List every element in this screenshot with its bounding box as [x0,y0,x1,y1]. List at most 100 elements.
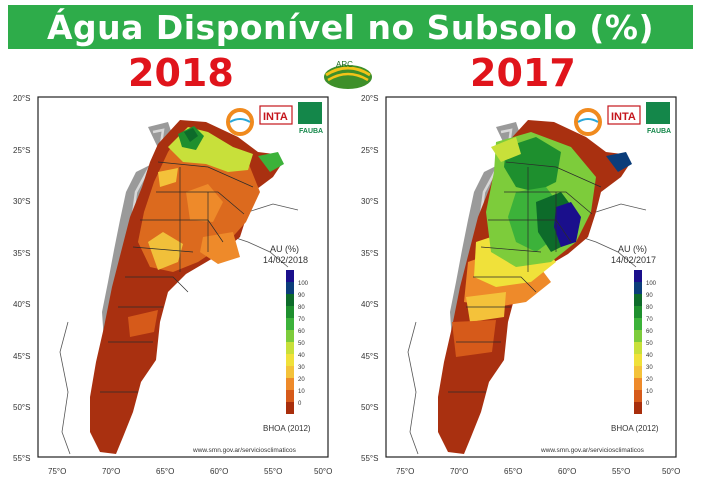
scale-swatch [286,330,294,342]
scale-swatch [286,378,294,390]
scale-tick-label: 90 [298,293,305,299]
source-label: BHOA (2012) [263,424,311,433]
year-label-2018: 2018 [128,51,234,95]
inta-logo-text: INTA [263,111,288,123]
scale-swatch [634,378,642,390]
legend: AU (%) 14/02/2017 1009080706050403020100… [540,244,659,454]
inta-logo-text: INTA [611,111,636,123]
scale-tick-label: 30 [298,365,305,371]
soil-water-map [90,120,284,454]
source-url: www.smn.gov.ar/serviciosclimaticos [192,447,297,454]
legend: AU (%) 14/02/2018 1009080706050403020100… [192,244,311,454]
scale-swatch [286,354,294,366]
fauba-logo [298,102,322,124]
lat-label: 50°S [13,403,30,412]
legend-title: AU (%) [270,244,299,254]
scale-swatch [634,390,642,402]
scale-tick-label: 30 [646,365,653,371]
scale-swatch [286,402,294,414]
scale-tick-label: 50 [298,341,305,347]
lat-label: 55°S [361,454,378,463]
lat-label: 30°S [13,197,30,206]
scale-swatch [634,330,642,342]
map-panel-2017: 20°S 25°S 30°S 35°S 40°S 45°S 50°S 55°S … [356,92,694,480]
lat-label: 20°S [361,94,378,103]
scale-swatch [634,366,642,378]
page-title: Água Disponível no Subsolo (%) [8,5,693,49]
inta-logo [607,105,641,125]
map-logos: INTA FAUBA [574,102,671,136]
lon-label: 70°O [102,467,120,476]
lat-label: 25°S [361,146,378,155]
latitude-labels: 20°S 25°S 30°S 35°S 40°S 45°S 50°S 55°S [361,94,378,463]
lon-label: 60°O [210,467,228,476]
lon-label: 50°O [662,467,680,476]
scale-swatch [286,282,294,294]
scale-tick-label: 100 [298,281,309,287]
scale-tick-label: 80 [646,305,653,311]
scale-tick-label: 0 [298,401,302,407]
scale-tick-label: 70 [646,317,653,323]
lat-label: 40°S [13,300,30,309]
longitude-labels: 75°O 70°O 65°O 60°O 55°O 50°O [396,467,680,476]
scale-swatch [634,402,642,414]
soil-water-map [438,120,632,454]
lon-label: 60°O [558,467,576,476]
lat-label: 35°S [361,249,378,258]
lat-label: 35°S [13,249,30,258]
scale-tick-label: 0 [646,401,650,407]
scale-tick-label: 100 [646,281,657,287]
scale-swatch [634,270,642,282]
scale-swatch [286,306,294,318]
latitude-labels: 20°S 25°S 30°S 35°S 40°S 45°S 50°S 55°S [13,94,30,463]
scale-tick-label: 20 [298,377,305,383]
lon-label: 65°O [156,467,174,476]
map-frame [37,96,329,458]
scale-tick-label: 40 [646,353,653,359]
scale-swatch [286,366,294,378]
scale-swatch [634,306,642,318]
lon-label: 55°O [264,467,282,476]
lat-label: 45°S [361,352,378,361]
lat-label: 40°S [361,300,378,309]
scale-swatch [634,342,642,354]
source-url: www.smn.gov.ar/serviciosclimaticos [540,447,645,454]
scale-tick-label: 80 [298,305,305,311]
year-label-2017: 2017 [470,51,576,95]
lon-label: 55°O [612,467,630,476]
inta-logo [259,105,293,125]
fauba-logo [646,102,670,124]
scale-tick-label: 60 [298,329,305,335]
scale-swatch [634,294,642,306]
longitude-labels: 75°O 70°O 65°O 60°O 55°O 50°O [48,467,332,476]
scale-swatch [286,294,294,306]
legend-date: 14/02/2017 [611,255,656,265]
scale-swatch [634,354,642,366]
scale-tick-label: 10 [298,389,305,395]
lon-label: 65°O [504,467,522,476]
lat-label: 45°S [13,352,30,361]
lon-label: 70°O [450,467,468,476]
lon-label: 50°O [314,467,332,476]
scale-swatch [286,318,294,330]
map-panel-2018: 20°S 25°S 30°S 35°S 40°S 45°S 50°S 55°S … [8,92,346,480]
lon-label: 75°O [396,467,414,476]
scale-tick-label: 50 [646,341,653,347]
lat-label: 25°S [13,146,30,155]
lon-label: 75°O [48,467,66,476]
legend-title: AU (%) [618,244,647,254]
scale-swatch [634,318,642,330]
lat-label: 55°S [13,454,30,463]
map-frame [385,96,677,458]
scale-swatch [286,342,294,354]
scale-tick-label: 10 [646,389,653,395]
lat-label: 30°S [361,197,378,206]
scale-swatch [286,270,294,282]
arc-logo-text: ARC [336,60,353,69]
scale-swatch [286,390,294,402]
scale-tick-label: 60 [646,329,653,335]
legend-date: 14/02/2018 [263,255,308,265]
scale-tick-label: 90 [646,293,653,299]
